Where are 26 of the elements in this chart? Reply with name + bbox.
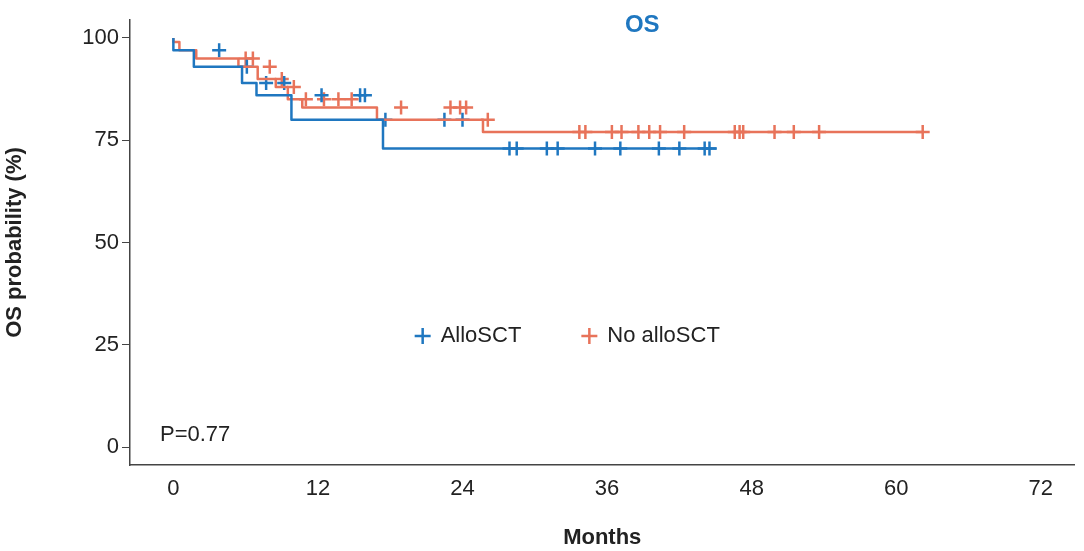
- point: [356, 87, 374, 104]
- chart-title: OS: [624, 9, 660, 37]
- legend-label: AlloSCT: [440, 322, 522, 348]
- x-tick-label: 72: [1028, 475, 1054, 501]
- y-tick-label: 100: [82, 24, 119, 50]
- y-tick-label: 0: [106, 433, 119, 459]
- point: [392, 99, 410, 116]
- y-axis-title: OS probability (%): [1, 147, 27, 338]
- point: [210, 42, 228, 59]
- point: [261, 58, 278, 75]
- x-tick-label: 60: [883, 475, 909, 501]
- x-axis-title: Months: [563, 523, 642, 549]
- x-tick-label: 0: [167, 475, 180, 501]
- x-tick-label: 36: [594, 475, 620, 501]
- legend-label: No alloSCT: [607, 322, 720, 348]
- x-tick-label: 48: [739, 475, 764, 501]
- y-tick-label: 50: [94, 228, 119, 254]
- y-tick-label: 25: [94, 330, 119, 356]
- point: [257, 74, 275, 92]
- point: [313, 87, 330, 104]
- point: [275, 74, 293, 92]
- point: [330, 91, 347, 108]
- x-tick-label: 12: [305, 475, 331, 501]
- annotation: P=0.77: [160, 421, 231, 447]
- y-tick-label: 75: [94, 126, 119, 152]
- x-tick-label: 24: [450, 475, 475, 501]
